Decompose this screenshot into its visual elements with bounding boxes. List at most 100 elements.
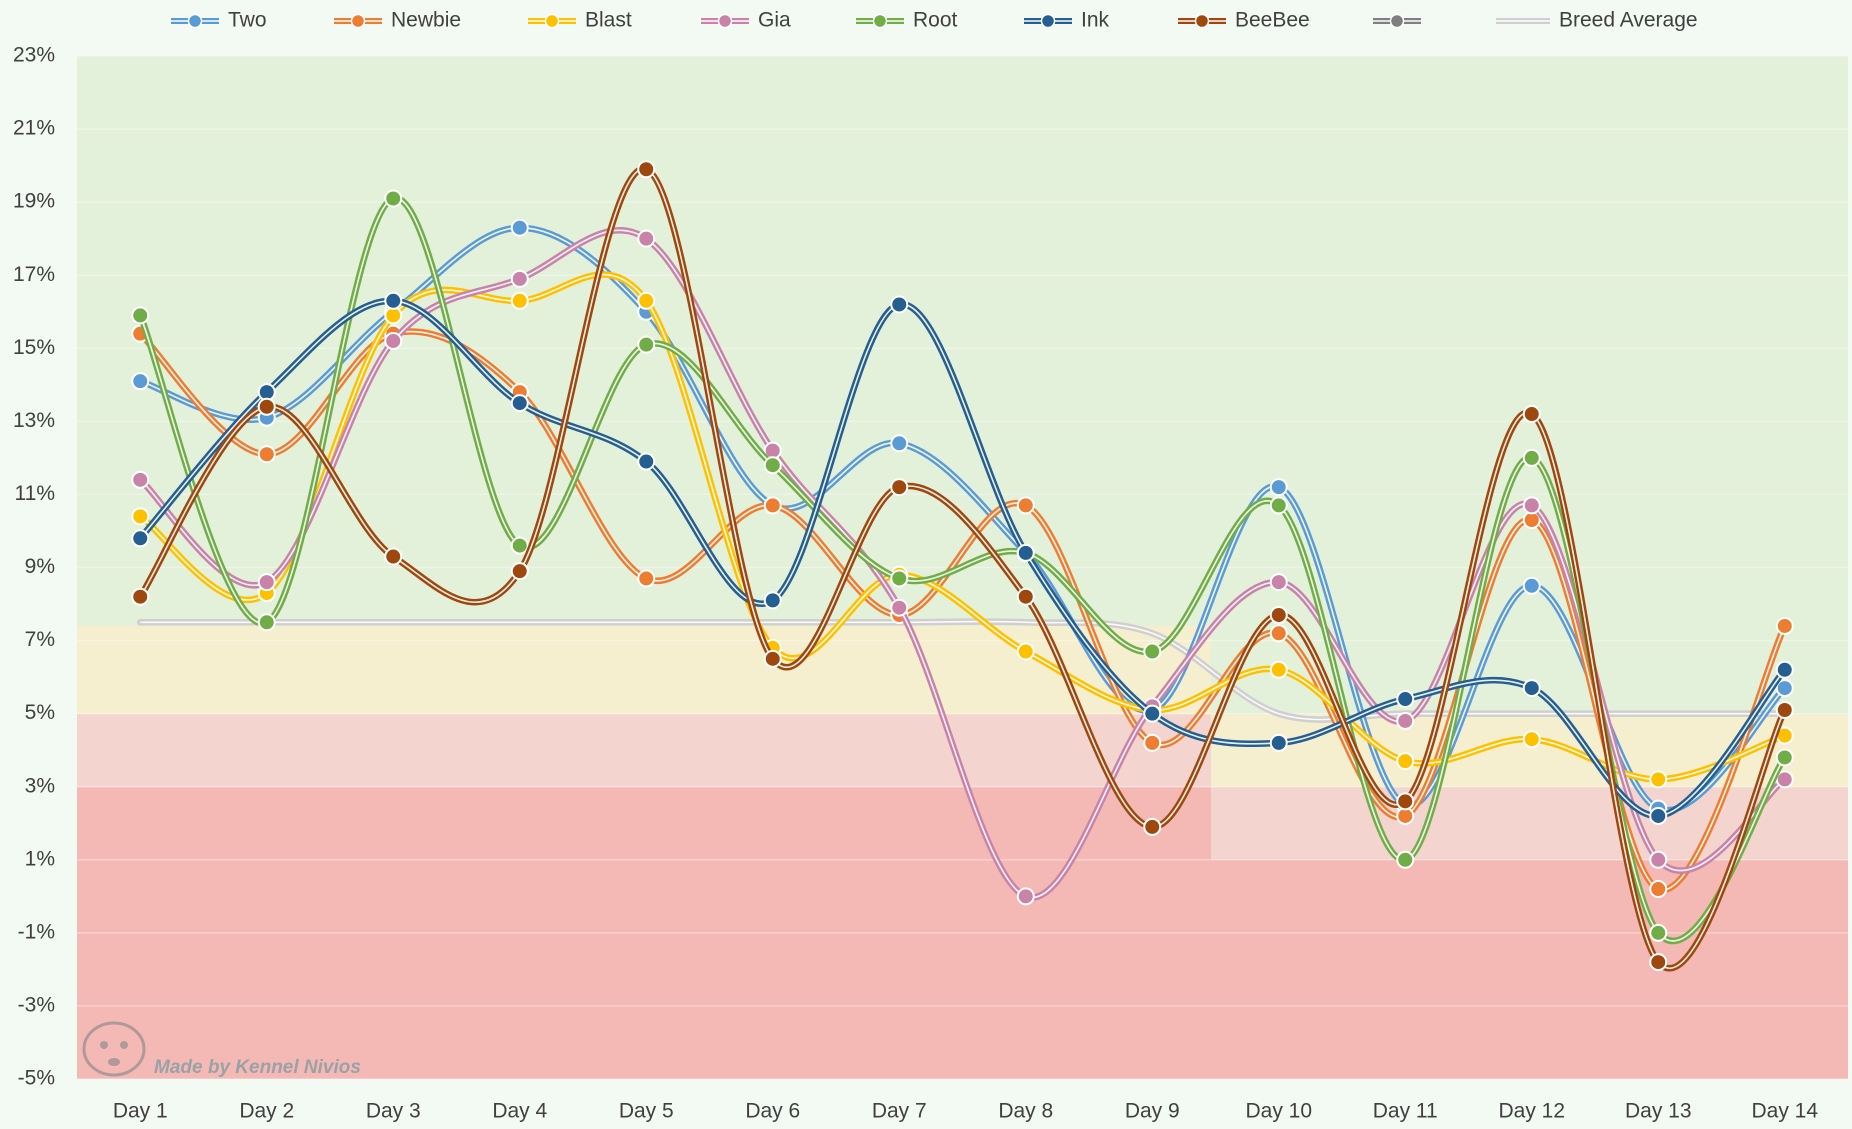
data-point xyxy=(1524,680,1540,696)
zone-good xyxy=(1211,56,1848,714)
data-point xyxy=(891,600,907,616)
data-point xyxy=(1397,713,1413,729)
data-point xyxy=(1777,662,1793,678)
data-point xyxy=(259,446,275,462)
legend-marker xyxy=(352,15,365,28)
y-tick-label: 15% xyxy=(13,336,55,359)
data-point xyxy=(638,231,654,247)
x-tick-label: Day 2 xyxy=(239,1100,294,1123)
data-point xyxy=(638,161,654,177)
legend-item: Ink xyxy=(1024,9,1110,32)
y-tick-label: -1% xyxy=(18,920,55,943)
data-point xyxy=(1650,881,1666,897)
y-tick-label: 5% xyxy=(25,701,55,724)
data-point xyxy=(1397,793,1413,809)
zone-low xyxy=(77,714,1211,787)
data-point xyxy=(1524,450,1540,466)
data-point xyxy=(891,435,907,451)
data-point xyxy=(1777,618,1793,634)
data-point xyxy=(1397,753,1413,769)
data-point xyxy=(1397,808,1413,824)
data-point xyxy=(385,293,401,309)
y-tick-label: 23% xyxy=(13,44,55,67)
legend-marker xyxy=(1042,15,1055,28)
legend-marker xyxy=(874,15,887,28)
page: {"chart_data": {"type": "line", "smooth"… xyxy=(0,0,1852,1129)
x-tick-label: Day 6 xyxy=(745,1100,800,1123)
data-point xyxy=(132,307,148,323)
data-point xyxy=(1650,925,1666,941)
legend-item: Gia xyxy=(701,9,791,32)
data-point xyxy=(1524,578,1540,594)
y-tick-label: 1% xyxy=(25,847,55,870)
x-tick-label: Day 5 xyxy=(619,1100,674,1123)
legend-item xyxy=(1373,15,1421,28)
data-point xyxy=(1397,852,1413,868)
data-point xyxy=(638,293,654,309)
data-point xyxy=(1144,706,1160,722)
data-point xyxy=(512,293,528,309)
data-point xyxy=(638,337,654,353)
data-point xyxy=(132,373,148,389)
data-point xyxy=(512,271,528,287)
legend-label: BeeBee xyxy=(1235,9,1310,32)
x-tick-label: Day 8 xyxy=(998,1100,1053,1123)
data-point xyxy=(259,384,275,400)
data-point xyxy=(385,307,401,323)
data-point xyxy=(1524,406,1540,422)
data-point xyxy=(385,333,401,349)
y-tick-label: 17% xyxy=(13,263,55,286)
data-point xyxy=(765,457,781,473)
data-point xyxy=(1650,954,1666,970)
legend-marker xyxy=(546,15,559,28)
data-point xyxy=(132,589,148,605)
data-point xyxy=(385,549,401,565)
legend-marker xyxy=(189,15,202,28)
data-point xyxy=(1018,589,1034,605)
data-point xyxy=(1650,771,1666,787)
data-point xyxy=(1144,819,1160,835)
watermark: Made by Kennel Nivios xyxy=(154,1057,361,1078)
x-tick-label: Day 1 xyxy=(113,1100,168,1123)
data-point xyxy=(891,479,907,495)
legend-label: Newbie xyxy=(391,9,461,32)
data-point xyxy=(1777,702,1793,718)
x-tick-label: Day 7 xyxy=(872,1100,927,1123)
x-tick-label: Day 4 xyxy=(492,1100,547,1123)
legend-item: Newbie xyxy=(334,9,461,32)
data-point xyxy=(1018,644,1034,660)
y-tick-label: 11% xyxy=(15,482,55,505)
data-point xyxy=(132,472,148,488)
data-point xyxy=(259,399,275,415)
x-tick-label: Day 13 xyxy=(1625,1100,1692,1123)
data-point xyxy=(1144,735,1160,751)
data-point xyxy=(1271,574,1287,590)
data-point xyxy=(512,563,528,579)
data-point xyxy=(1018,497,1034,513)
data-point xyxy=(1777,749,1793,765)
y-tick-label: 13% xyxy=(13,409,55,432)
legend-item: Two xyxy=(171,9,267,32)
legend-label: Ink xyxy=(1081,9,1110,32)
x-tick-label: Day 11 xyxy=(1373,1100,1438,1123)
data-point xyxy=(891,570,907,586)
data-point xyxy=(132,530,148,546)
legend-marker xyxy=(719,15,732,28)
chart: -5%-3%-1%1%3%5%7%9%11%13%15%17%19%21%23%… xyxy=(0,0,1852,1129)
data-point xyxy=(1144,644,1160,660)
legend-item: BeeBee xyxy=(1178,9,1310,32)
zone-bad xyxy=(1211,860,1848,1079)
y-tick-label: 21% xyxy=(13,117,55,140)
data-point xyxy=(512,538,528,554)
x-tick-label: Day 10 xyxy=(1245,1100,1312,1123)
data-point xyxy=(765,497,781,513)
legend-item: Blast xyxy=(528,9,632,32)
data-point xyxy=(1271,625,1287,641)
y-tick-label: -5% xyxy=(18,1067,55,1090)
y-tick-label: 3% xyxy=(25,774,55,797)
data-point xyxy=(259,614,275,630)
data-point xyxy=(638,570,654,586)
data-point xyxy=(1271,497,1287,513)
data-point xyxy=(1271,607,1287,623)
